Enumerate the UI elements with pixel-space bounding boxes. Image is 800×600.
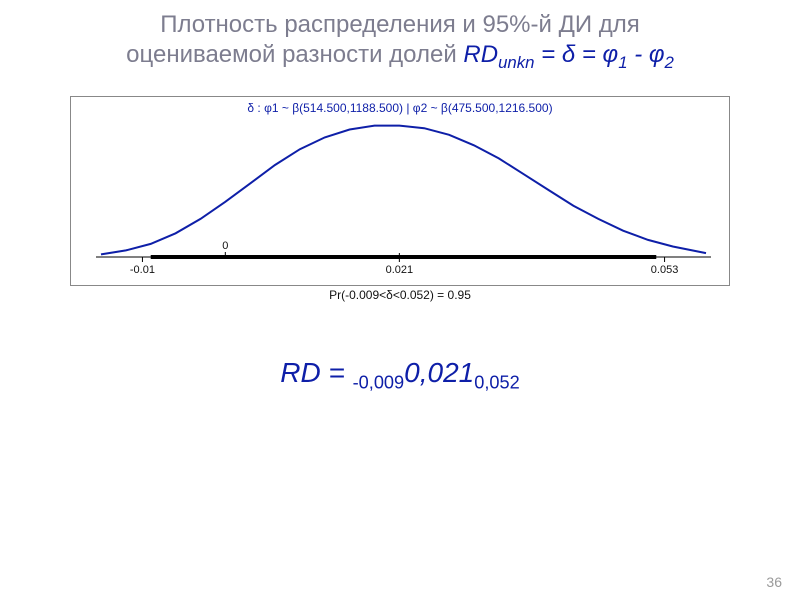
slide-title: Плотность распределения и 95%-й ДИ для о… [0, 0, 800, 78]
chart-frame: δ : φ1 ~ β(514.500,1188.500) | φ2 ~ β(47… [70, 96, 730, 286]
svg-text:0: 0 [222, 240, 228, 252]
svg-text:0.053: 0.053 [651, 264, 679, 276]
svg-text:-0.01: -0.01 [130, 264, 155, 276]
chart-prob-text: Pr(-0.009<δ<0.052) = 0.95 [70, 288, 730, 302]
rd-mid: 0,021 [404, 357, 474, 388]
title-line1: Плотность распределения и 95%-й ДИ для [160, 11, 640, 38]
rd-result: RD = -0,0090,0210,052 [0, 357, 800, 394]
title-line2a: оцениваемой разности долей [126, 41, 463, 68]
rd-hi: 0,052 [474, 372, 520, 392]
rd-lo: -0,009 [353, 372, 405, 392]
density-plot: -0.01 0.021 0.053 0 [71, 97, 731, 287]
title-formula: RDunkn = δ = φ1 - φ2 [463, 41, 673, 68]
svg-text:0.021: 0.021 [386, 264, 414, 276]
page-number: 36 [766, 574, 782, 590]
chart-container: δ : φ1 ~ β(514.500,1188.500) | φ2 ~ β(47… [70, 96, 730, 302]
